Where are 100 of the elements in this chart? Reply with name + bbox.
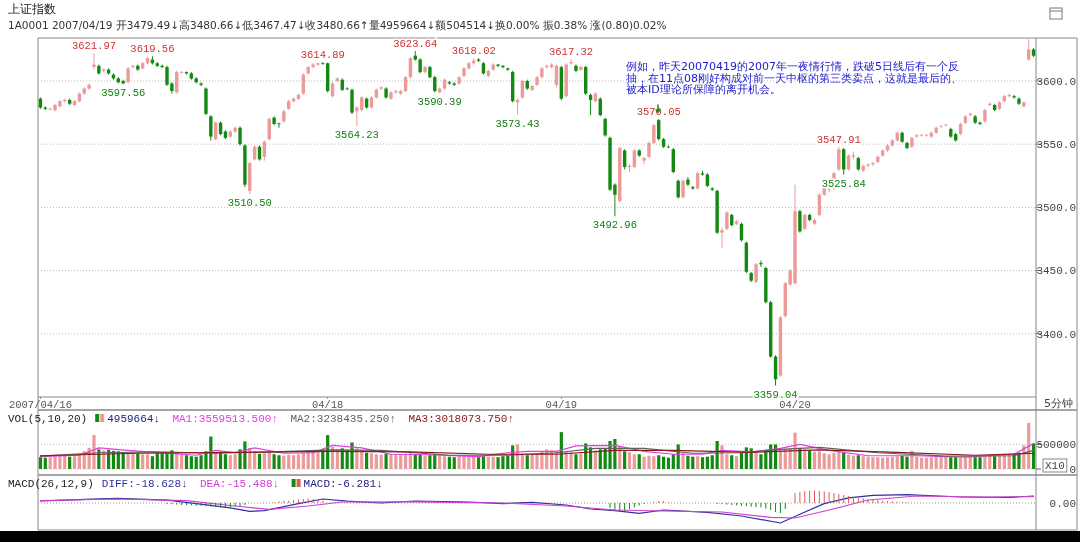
bar [851,455,856,469]
candlestick [131,64,135,69]
bar [389,454,393,469]
candlestick [720,227,724,249]
candlestick [569,58,573,66]
candlestick [978,120,982,126]
candlestick [754,262,758,284]
bar [710,455,714,469]
candlestick [350,88,354,115]
bar [374,454,378,469]
bar [598,449,602,469]
bar [423,455,427,469]
candlestick [725,210,729,231]
bar [155,453,159,469]
annotation: 3525.84 [821,177,866,190]
bar [189,456,193,469]
x-tick-label: 04/18 [311,399,344,411]
chart-subtitle: 1A0001 2007/04/19 开3479.49↓高3480.66↓低3467.47↓收3480.66↑量4959664↓额504514↓换0.00% 振0.38% 涨(0.80)0.02% [8,19,667,31]
candlestick [652,123,656,145]
bar [72,456,77,469]
bar [369,453,374,469]
candlestick [866,162,870,168]
bar [68,456,72,469]
bar [739,452,744,469]
bar [486,456,490,469]
bar [262,453,266,469]
text: MA1:3559513.500↑ [172,413,279,425]
bar [472,456,476,469]
candlestick [759,259,763,268]
bar [141,454,145,469]
candlestick [827,187,831,193]
bar [452,457,456,469]
bar [150,456,155,469]
bar [735,456,739,469]
bar [817,451,821,469]
bar [136,453,140,469]
series-label: DIFF:-18.628↓ [101,478,188,490]
annotation: 3617.32 [549,46,594,59]
bar [623,451,627,469]
bar [365,452,369,469]
bar [476,457,481,469]
candlestick [671,147,676,174]
annotation: 3573.43 [495,117,540,130]
bar [759,454,763,469]
y-tick-label: 3600.0 [1036,75,1076,88]
bar [637,454,641,469]
bar [958,457,963,469]
bar [428,455,432,469]
bar [915,456,919,469]
annotation: 3590.39 [417,96,462,109]
candlestick [209,114,213,141]
bar [442,456,447,469]
bar [808,450,812,469]
bar [257,453,262,469]
bar [43,457,47,469]
bar [593,450,598,469]
text: X10 [1045,460,1065,472]
annotation: 例如，昨天20070419的2007年一夜情行情，跌破5日线后有一个反抽，在11点08刚好构成对前一天中枢的第三类卖点，这就是最后的、被本ID理论所保障的离开机会。 [626,60,962,96]
y-tick-label: 3400.0 [1036,328,1076,341]
bar [730,455,734,469]
series-label: DEA:-15.488↓ [200,478,280,490]
legend-label: 4959664↓ [107,413,161,425]
bar [579,453,583,469]
bar [842,452,846,469]
y-tick-label: 0 [1069,463,1076,476]
x-tick-label: 04/19 [545,399,578,411]
bar [525,455,529,469]
annotation: 3618.02 [451,45,496,58]
annotation: 3614.89 [300,49,345,62]
bar [700,457,705,469]
legend-title: VOL(5,10,20) [8,413,88,425]
bar [282,455,286,469]
bar [920,457,924,469]
bar [778,450,783,469]
bar [287,454,291,469]
bar [447,456,451,469]
bar [228,455,232,469]
bar [632,454,636,469]
x-axis-title: 5分钟 [1044,397,1073,410]
x-tick-label: 04/20 [779,399,811,411]
candlestick [837,146,841,172]
bar [696,456,700,469]
bar [379,454,383,469]
bar [686,455,690,469]
text: MA2:3238435.250↑ [290,413,397,425]
bar [890,456,894,469]
legend-label: MACD:-6.281↓ [303,478,383,490]
bar [803,449,807,469]
bar [895,456,899,469]
bar [666,457,671,469]
bar [574,454,578,469]
annotation: 3359.04 [753,388,798,401]
legend-title: MACD(26,12,9) [8,478,94,490]
bar [661,456,666,469]
bar [38,457,43,469]
bar [647,455,651,469]
bar [812,451,817,469]
bar [856,455,860,469]
bar [929,457,933,469]
candlestick [939,124,943,129]
